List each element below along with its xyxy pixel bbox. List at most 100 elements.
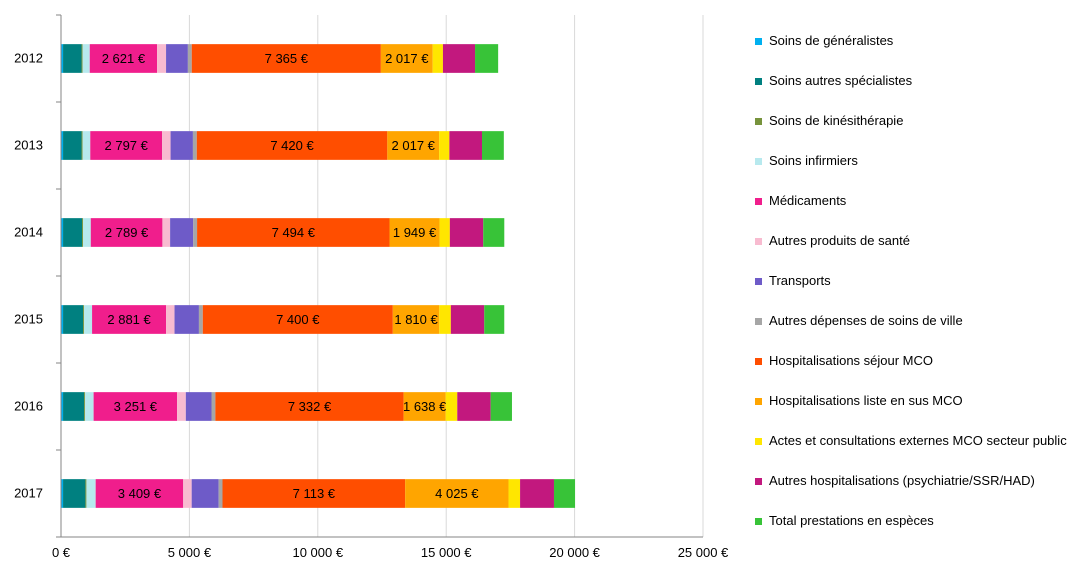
bar-segment	[61, 218, 64, 247]
bar-segment	[162, 131, 171, 160]
category-label: 2015	[14, 312, 43, 327]
bar-segment	[185, 392, 212, 421]
bar-segment	[90, 131, 163, 160]
legend-swatch	[755, 118, 762, 125]
legend-item: Hospitalisations séjour MCO	[755, 348, 1075, 388]
bar-segment	[196, 131, 388, 160]
legend-swatch	[755, 158, 762, 165]
bar-segment	[90, 218, 163, 247]
x-tick-label: 10 000 €	[292, 545, 343, 560]
bar-segment	[82, 44, 90, 73]
bar-segment	[82, 218, 84, 247]
legend-swatch	[755, 318, 762, 325]
gridlines	[188, 15, 704, 537]
legend-item: Hospitalisations liste en sus MCO	[755, 388, 1075, 428]
x-tick-label: 15 000 €	[421, 545, 472, 560]
bar-segment	[439, 131, 450, 160]
bar-segment	[170, 218, 194, 247]
legend-swatch	[755, 78, 762, 85]
data-label: 3 251 €	[114, 399, 158, 414]
legend-swatch	[755, 358, 762, 365]
bar-segment	[553, 479, 576, 508]
bar-segment	[457, 392, 491, 421]
bar-segment	[483, 218, 505, 247]
bar-segment	[211, 392, 216, 421]
x-tick-label: 25 000 €	[678, 545, 729, 560]
data-label: 2 017 €	[392, 138, 436, 153]
bar-segment	[61, 44, 64, 73]
bar-segment	[84, 392, 86, 421]
bar-segment	[215, 392, 404, 421]
data-label: 1 638 €	[403, 399, 447, 414]
bar-segment	[439, 305, 451, 334]
category-label: 2012	[14, 51, 43, 66]
bar-segment	[61, 305, 64, 334]
bar-segment	[405, 479, 509, 508]
bar-segment	[63, 218, 83, 247]
bar-segment	[166, 305, 175, 334]
legend-swatch	[755, 518, 762, 525]
bar-segment	[63, 479, 86, 508]
bar-segment	[432, 44, 443, 73]
legend-item: Autres hospitalisations (psychiatrie/SSR…	[755, 468, 1075, 508]
bar-segment	[61, 479, 64, 508]
x-tick-label: 0 €	[52, 545, 71, 560]
legend-item: Total prestations en espèces	[755, 508, 1075, 548]
bar-segment	[170, 131, 193, 160]
bar-segment	[61, 392, 64, 421]
legend-swatch	[755, 278, 762, 285]
bar-segment	[218, 479, 223, 508]
data-label: 2 789 €	[105, 225, 149, 240]
legend-label: Soins de généralistes	[769, 33, 894, 48]
data-label: 1 949 €	[393, 225, 437, 240]
bar-segment	[82, 131, 91, 160]
legend-label: Hospitalisations séjour MCO	[769, 353, 934, 368]
data-label: 7 420 €	[270, 138, 314, 153]
data-label: 2 017 €	[385, 51, 429, 66]
category-label: 2016	[14, 399, 43, 414]
legend-label: Transports	[769, 273, 831, 288]
bar-segment	[197, 218, 390, 247]
x-tick-label: 5 000 €	[168, 545, 212, 560]
data-label: 7 365 €	[265, 51, 309, 66]
category-label: 2014	[14, 225, 43, 240]
bar-segment	[61, 131, 64, 160]
data-label: 2 881 €	[107, 312, 151, 327]
bar-segment	[85, 479, 87, 508]
bar-segment	[449, 131, 482, 160]
data-label: 4 025 €	[435, 486, 479, 501]
legend-item: Actes et consultations externes MCO sect…	[755, 428, 1075, 468]
bar-segment	[222, 479, 406, 508]
legend-label: Soins de kinésithérapie	[769, 113, 904, 128]
legend-label: Total prestations en espèces	[769, 513, 934, 528]
bar-segment	[193, 218, 198, 247]
legend-item: Autres dépenses de soins de ville	[755, 308, 1075, 348]
legend-item: Médicaments	[755, 188, 1075, 228]
legend-label: Autres produits de santé	[769, 233, 910, 248]
bar-segment	[92, 305, 167, 334]
bar-segment	[389, 218, 440, 247]
bar-segment	[183, 479, 192, 508]
bar-segment	[187, 44, 192, 73]
bars: 2 621 € 7 365 € 2 017 € 2 797 € 7 420 € 2 017…	[61, 44, 576, 508]
bar-segment	[83, 305, 85, 334]
bar-segment	[177, 392, 186, 421]
bar-segment	[442, 44, 476, 73]
bar-segment	[83, 218, 91, 247]
data-label: 7 494 €	[272, 225, 316, 240]
data-label: 1 810 €	[394, 312, 438, 327]
bar-segment	[89, 44, 158, 73]
bar-segment	[380, 44, 433, 73]
bar-segment	[166, 44, 188, 73]
data-label: 7 332 €	[288, 399, 332, 414]
bar-segment	[392, 305, 440, 334]
bar-segment	[84, 305, 93, 334]
data-label: 2 621 €	[102, 51, 146, 66]
bar-segment	[192, 131, 197, 160]
legend-label: Actes et consultations externes MCO sect…	[769, 433, 1067, 448]
bar-segment	[490, 392, 512, 421]
x-tick-label: 20 000 €	[549, 545, 600, 560]
bar-segment	[439, 218, 450, 247]
bar-segment	[484, 305, 505, 334]
bar-segment	[481, 131, 504, 160]
